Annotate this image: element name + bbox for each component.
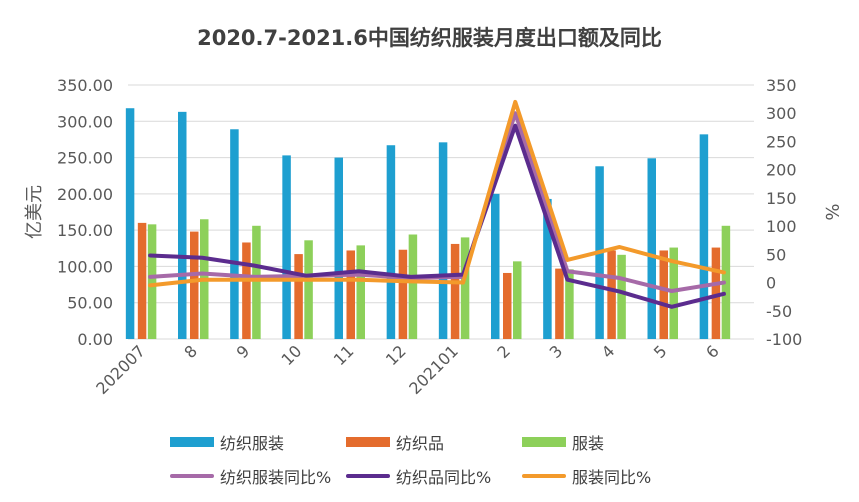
- legend-item-textile: 纺织品: [346, 430, 444, 454]
- bar-textile-apparel: [125, 108, 135, 339]
- legend-item-textile-yoy: 纺织品同比%: [346, 464, 491, 488]
- left-tick-label: 50.00: [67, 294, 113, 313]
- right-tick-label: 300: [766, 104, 797, 123]
- bar-apparel: [147, 224, 157, 339]
- bar-textile-apparel: [386, 145, 396, 339]
- legend-label-apparel: 服装: [572, 434, 605, 453]
- bar-textile: [398, 249, 408, 339]
- right-tick-label: -50: [766, 302, 792, 321]
- bar-textile: [137, 222, 147, 339]
- legend-item-textile-apparel: 纺织服装: [170, 430, 284, 454]
- bar-textile-apparel: [647, 158, 656, 339]
- bar-textile: [242, 242, 251, 339]
- x-tick-label: 4: [598, 341, 619, 362]
- legend-label-textile: 纺织品: [396, 434, 445, 453]
- bar-textile: [450, 243, 460, 339]
- legend-swatch-textile: [346, 437, 390, 447]
- bar-textile-apparel: [334, 157, 343, 339]
- x-tick-label: 3: [546, 341, 567, 362]
- bar-textile: [346, 250, 355, 339]
- left-tick-label: 150.00: [57, 221, 113, 240]
- bar-apparel: [304, 240, 313, 339]
- bar-textile-apparel: [699, 134, 709, 339]
- line-textile-yoy: [148, 123, 726, 309]
- right-tick-label: 100: [766, 217, 797, 236]
- x-tick-label: 2: [493, 341, 514, 362]
- x-tick-label: 8: [180, 341, 201, 362]
- right-tick-label: 200: [766, 161, 797, 180]
- chart-title: 2020.7-2021.6中国纺织服装月度出口额及同比: [197, 26, 662, 50]
- bar-textile: [294, 254, 303, 339]
- bar-textile-apparel: [438, 142, 448, 339]
- left-tick-label: 100.00: [57, 257, 113, 276]
- bar-textile: [503, 272, 512, 339]
- legend-label-apparel-yoy: 服装同比%: [572, 468, 652, 487]
- x-tick-label: 12: [382, 341, 410, 369]
- x-tick-label: 5: [650, 341, 671, 362]
- bar-textile: [711, 247, 721, 339]
- x-tick-label: 9: [233, 341, 254, 362]
- bar-apparel: [252, 225, 261, 339]
- right-tick-label: 350: [766, 76, 797, 95]
- right-axis-title: %: [821, 203, 842, 220]
- legend-swatch-textile-apparel-yoy: [170, 474, 214, 478]
- right-tick-label: 150: [766, 189, 797, 208]
- bar-textile: [190, 231, 199, 339]
- legend-item-textile-apparel-yoy: 纺织服装同比%: [170, 464, 331, 488]
- x-tick-label: 10: [278, 341, 306, 369]
- bar-apparel: [565, 269, 574, 339]
- bar-apparel: [513, 261, 522, 339]
- x-tick-label: 6: [702, 341, 723, 362]
- bar-apparel: [408, 234, 418, 339]
- legend-swatch-textile-apparel: [170, 437, 214, 447]
- left-tick-label: 350.00: [57, 76, 113, 95]
- left-tick-label: 250.00: [57, 149, 113, 168]
- bar-textile: [607, 250, 616, 339]
- bar-apparel: [669, 247, 678, 339]
- left-tick-label: 0.00: [77, 330, 113, 349]
- bar-apparel: [460, 237, 470, 339]
- bar-apparel: [356, 245, 365, 339]
- line-apparel-yoy: [148, 99, 726, 288]
- legend-label-textile-yoy: 纺织品同比%: [396, 468, 492, 487]
- right-tick-label: 50: [766, 245, 786, 264]
- x-tick-label: 202007: [92, 341, 149, 398]
- legend-item-apparel: 服装: [522, 430, 604, 454]
- bar-textile: [555, 268, 564, 339]
- bar-textile-apparel: [282, 155, 291, 339]
- bar-textile-apparel: [491, 193, 500, 339]
- legend-label-textile-apparel-yoy: 纺织服装同比%: [220, 468, 332, 487]
- bar-apparel: [721, 225, 731, 339]
- bar-apparel: [617, 254, 626, 339]
- legend-label-textile-apparel: 纺织服装: [220, 434, 285, 453]
- legend-item-apparel-yoy: 服装同比%: [522, 464, 651, 488]
- right-tick-label: 0: [766, 274, 776, 293]
- left-tick-label: 300.00: [57, 112, 113, 131]
- legend-swatch-apparel-yoy: [522, 474, 566, 478]
- left-tick-label: 200.00: [57, 185, 113, 204]
- bar-textile: [659, 250, 668, 339]
- right-tick-label: 250: [766, 132, 797, 151]
- x-tick-label: 202101: [405, 341, 462, 398]
- legend-swatch-apparel: [522, 437, 566, 447]
- left-axis-title: 亿美元: [24, 185, 45, 239]
- bar-textile-apparel: [543, 198, 552, 339]
- legend-swatch-textile-yoy: [346, 474, 390, 478]
- bar-textile-apparel: [230, 129, 239, 339]
- bar-textile-apparel: [178, 111, 187, 339]
- right-tick-label: -100: [766, 330, 802, 349]
- x-tick-label: 11: [330, 341, 358, 369]
